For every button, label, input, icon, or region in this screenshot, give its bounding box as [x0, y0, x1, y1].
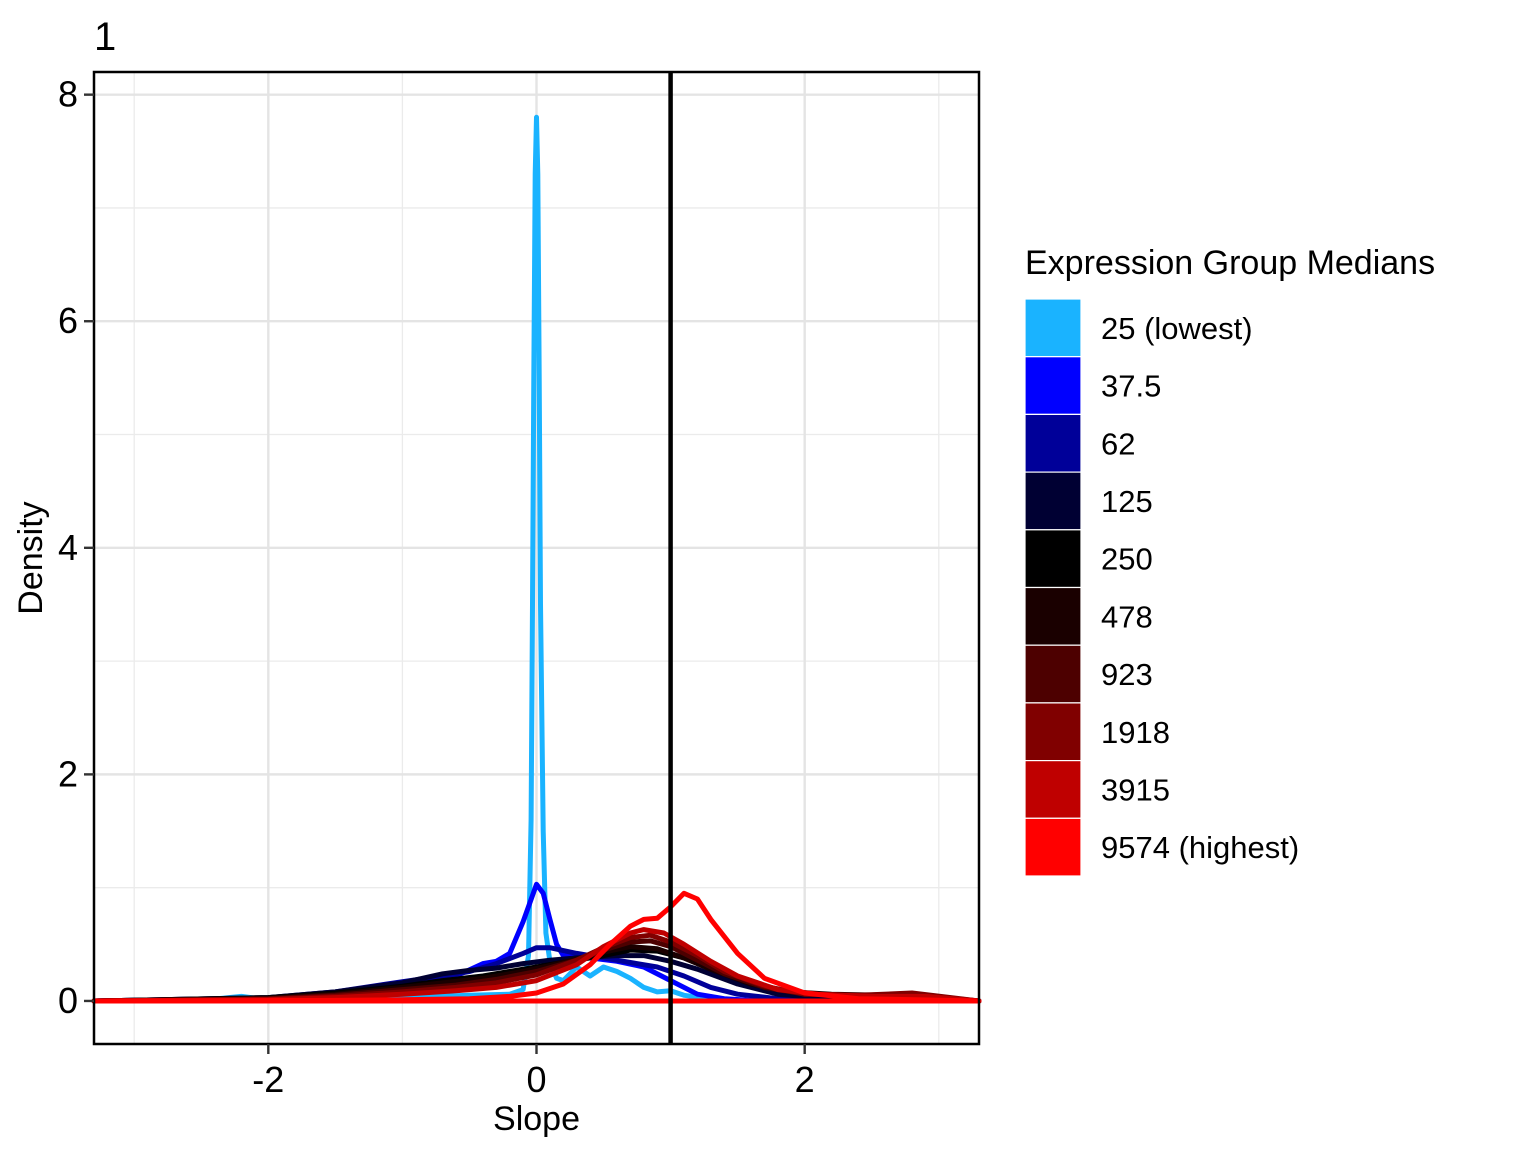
x-tick-label: 0	[526, 1059, 546, 1100]
figure-tag: 1	[94, 15, 116, 59]
x-axis-label: Slope	[493, 1100, 580, 1138]
density-line-1	[91, 114, 982, 1004]
series-group	[91, 114, 982, 1004]
legend-label-3: 62	[1101, 426, 1135, 461]
y-tick-label: 2	[58, 753, 78, 794]
legend-label-10: 9574 (highest)	[1101, 830, 1299, 865]
legend-label-6: 478	[1101, 599, 1153, 634]
density-line-10	[91, 890, 982, 1004]
legend-label-1: 25 (lowest)	[1101, 311, 1253, 346]
legend-label-9: 3915	[1101, 772, 1170, 807]
legend-key-7	[1024, 644, 1082, 704]
y-axis: 0 2 4 6 8	[58, 74, 94, 1021]
legend-label-7: 923	[1101, 657, 1153, 692]
legend-key-6	[1024, 586, 1082, 646]
legend-key-8	[1024, 702, 1082, 762]
x-tick-label: -2	[252, 1059, 284, 1100]
legend-label-2: 37.5	[1101, 369, 1161, 404]
y-tick-label: 8	[58, 74, 78, 115]
legend-key-4	[1024, 471, 1082, 531]
legend-key-10	[1024, 817, 1082, 877]
legend-key-1	[1024, 298, 1082, 358]
legend-key-2	[1024, 356, 1082, 416]
legend-key-9	[1024, 759, 1082, 819]
legend-title: Expression Group Medians	[1025, 244, 1435, 282]
legend-label-8: 1918	[1101, 715, 1170, 750]
y-tick-label: 6	[58, 300, 78, 341]
x-tick-label: 2	[795, 1059, 815, 1100]
legend-key-5	[1024, 529, 1082, 589]
legend-items: 25 (lowest) 37.5 62 125 250 478 923 1918 3915 957…	[1024, 298, 1299, 877]
y-axis-label: Density	[12, 501, 50, 614]
legend-label-5: 250	[1101, 542, 1153, 577]
legend-label-4: 125	[1101, 484, 1153, 519]
y-tick-label: 4	[58, 527, 78, 568]
legend: Expression Group Medians 25 (lowest) 37.5…	[1024, 244, 1435, 877]
legend-key-3	[1024, 413, 1082, 473]
x-axis: -2 0 2	[252, 1044, 815, 1100]
y-tick-label: 0	[58, 980, 78, 1021]
